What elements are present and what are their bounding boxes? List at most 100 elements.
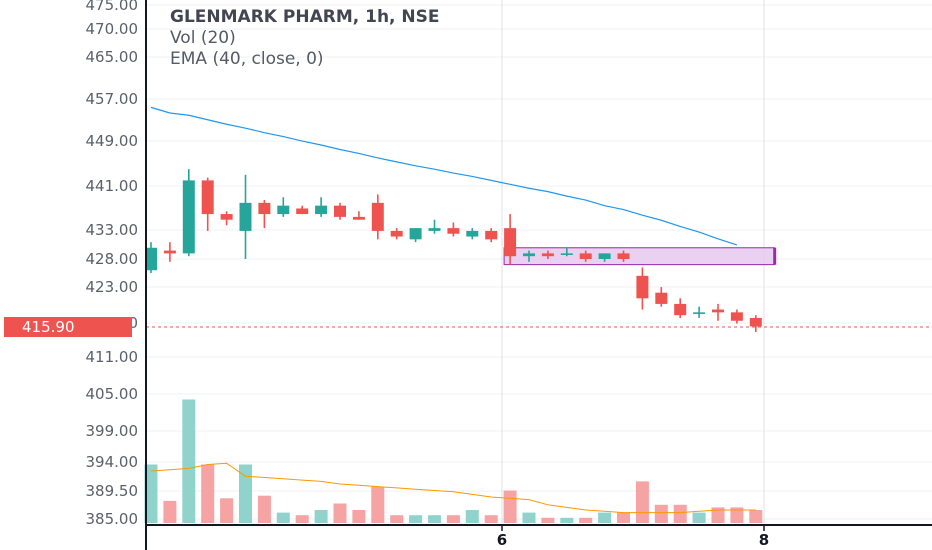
candle: [485, 228, 498, 243]
x-tick-label: 6: [497, 531, 507, 549]
y-tick-label: 449.00: [86, 132, 139, 150]
candle-body: [352, 216, 365, 220]
volume-bar: [144, 464, 158, 523]
candle-body: [334, 205, 346, 217]
candle-body: [277, 205, 290, 215]
candle: [693, 306, 706, 318]
volume-bar: [711, 507, 725, 523]
volume-bar: [257, 495, 271, 523]
volume-bar: [465, 510, 479, 523]
volume-bar: [295, 515, 309, 523]
y-tick-label: 399.00: [86, 422, 139, 440]
indicator-lines: [150, 106, 756, 514]
candle-body: [541, 253, 554, 257]
candle-body: [466, 230, 479, 237]
y-tick-label: 433.00: [86, 221, 139, 239]
volume-ma-line: [150, 462, 756, 514]
candle: [296, 205, 309, 215]
y-tick-label: 423.00: [86, 278, 139, 296]
y-tick-label: 405.00: [86, 385, 139, 403]
legend: GLENMARK PHARM, 1h, NSE Vol (20) EMA (40…: [170, 7, 440, 69]
candle-body: [655, 292, 668, 304]
candle: [390, 228, 403, 240]
range-zone: [503, 247, 776, 266]
candle: [674, 298, 687, 318]
candle-body: [504, 228, 517, 257]
candle-body: [560, 253, 573, 255]
volume-bar: [163, 500, 177, 523]
candle: [447, 222, 460, 237]
y-tick-label: 389.50: [86, 482, 139, 500]
candle-body: [447, 228, 460, 234]
candle: [145, 242, 157, 274]
y-tick-label: 428.00: [86, 250, 139, 268]
candle: [523, 250, 535, 262]
candle-body: [315, 205, 328, 215]
volume-bar: [201, 464, 215, 523]
candle: [352, 211, 365, 220]
candle: [598, 253, 611, 262]
volume-bar: [673, 504, 687, 523]
candle: [428, 219, 441, 234]
candle: [409, 228, 422, 243]
x-tick-label: 8: [759, 531, 769, 549]
candle: [201, 177, 214, 231]
candle: [749, 315, 762, 332]
volume-bar: [522, 512, 536, 523]
volume-bar: [503, 490, 517, 523]
candle: [315, 197, 328, 217]
volume-bar: [239, 464, 252, 523]
volume-bar: [182, 399, 196, 523]
volume-bar: [220, 498, 234, 523]
candle-body: [409, 228, 422, 240]
candle-body: [201, 180, 214, 215]
candle: [617, 250, 630, 262]
volume-bar: [428, 515, 441, 523]
volume-bar: [484, 515, 498, 523]
candle-body: [636, 275, 649, 299]
candle-body: [693, 312, 706, 314]
candle: [541, 250, 554, 259]
volume-bar: [654, 504, 668, 523]
candle: [730, 309, 743, 324]
candle-body: [617, 253, 630, 259]
y-tick-label: 441.00: [86, 177, 139, 195]
candle-body: [579, 253, 592, 259]
volume-bar: [541, 517, 555, 523]
volume-bar: [390, 515, 404, 523]
candle: [220, 211, 233, 226]
ema-legend: EMA (40, close, 0): [170, 49, 324, 69]
y-tick-label: 394.00: [86, 453, 139, 471]
range-zone-layer: [503, 247, 777, 266]
y-tick-label: 470.00: [86, 20, 139, 38]
candle-body: [598, 253, 611, 259]
volume-bar: [276, 512, 290, 523]
volume-bar: [314, 510, 328, 523]
candle: [636, 267, 649, 310]
candle-body: [523, 253, 535, 257]
candle: [182, 169, 195, 257]
volume-bar: [371, 486, 385, 523]
candle-body: [428, 228, 441, 231]
candle: [371, 194, 384, 240]
current-price-label: 415.90: [22, 318, 75, 336]
candle-body: [220, 214, 233, 220]
y-tick-label: 475.00: [86, 0, 139, 14]
volume-bar: [560, 517, 574, 523]
candle-body: [182, 180, 195, 254]
candle: [334, 202, 346, 220]
volume-bar: [446, 515, 460, 523]
y-tick-label: 457.00: [86, 90, 139, 108]
candle-body: [239, 202, 252, 231]
ema-line: [150, 106, 738, 246]
candle: [712, 303, 724, 321]
candle-body: [485, 230, 498, 240]
y-tick-label: 411.00: [86, 348, 139, 366]
y-tick-label: 385.00: [86, 510, 139, 528]
candle-body: [749, 317, 762, 327]
candle-body: [258, 202, 271, 215]
candle-body: [371, 202, 384, 231]
